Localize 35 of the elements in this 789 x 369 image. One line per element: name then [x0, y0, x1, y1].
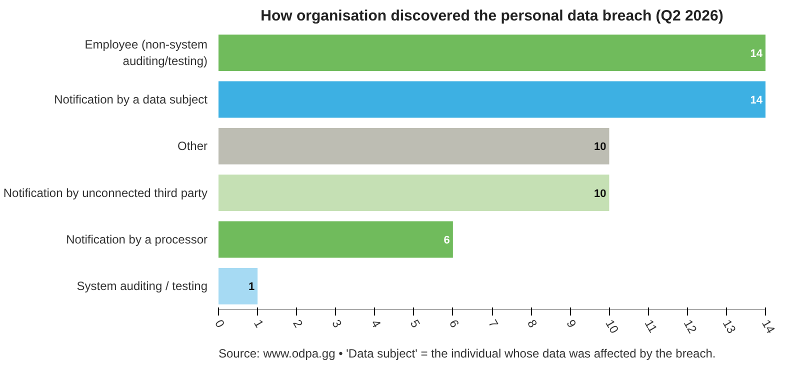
x-tick-label: 6 [446, 317, 462, 330]
y-tick-label: Other [177, 139, 208, 154]
x-tick-label: 4 [368, 317, 384, 330]
x-tick-label: 2 [290, 317, 306, 330]
data-label: 10 [594, 141, 606, 154]
y-tick-label: Notification by a processor [66, 232, 208, 246]
bar [218, 174, 610, 212]
y-tick-label: Employee (non-system auditing/testing) [84, 37, 208, 68]
x-tick-label: 14 [759, 317, 778, 336]
x-tick-label: 7 [486, 317, 502, 330]
x-tick-label: 9 [564, 317, 580, 330]
x-tick-label: 12 [680, 317, 700, 336]
y-tick-label: Notification by a data subject [54, 92, 208, 106]
x-tick-label: 1 [251, 317, 267, 330]
x-tick-label: 8 [524, 317, 540, 330]
x-tick-label: 11 [642, 317, 660, 336]
x-tick-label: 3 [329, 317, 345, 330]
bar [218, 221, 453, 258]
data-label: 1 [248, 281, 255, 294]
x-tick-label: 5 [407, 317, 423, 330]
data-label: 14 [750, 94, 764, 106]
y-tick-label: System auditing / testing [76, 279, 208, 294]
data-label: 6 [444, 234, 450, 246]
y-tick-label: Notification by unconnected third party [3, 186, 208, 200]
source-note: Source: www.odpa.gg • 'Data subject' = the individual whose data was affected by the breach. [218, 346, 716, 360]
x-tick-label: 0 [212, 317, 228, 330]
bar [218, 128, 610, 164]
bar [218, 34, 766, 72]
bar [218, 81, 766, 118]
bar [218, 268, 258, 304]
data-label: 10 [594, 188, 606, 200]
data-label: 14 [750, 48, 764, 60]
x-tick-label: 13 [720, 317, 739, 336]
chart-title: How organisation discovered the personal data breach (Q2 2026) [260, 8, 724, 24]
x-tick-label: 10 [602, 317, 622, 336]
